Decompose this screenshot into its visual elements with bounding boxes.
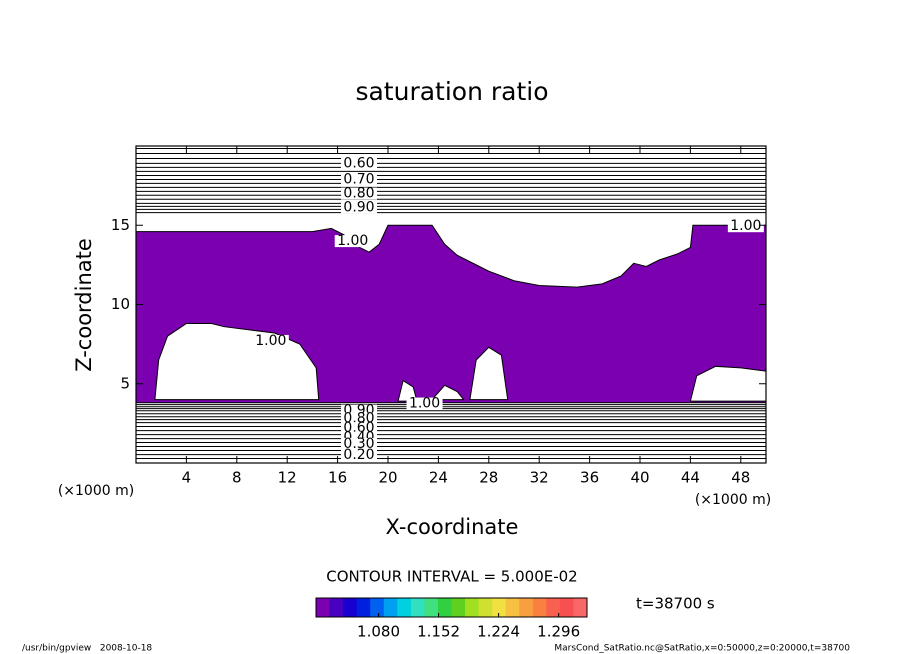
colorbar-cell (573, 598, 588, 617)
colorbar-tick-label: 1.080 (357, 623, 400, 641)
chart-title: saturation ratio (355, 77, 548, 106)
contour-label: 1.00 (337, 233, 368, 249)
contour-label-bg (406, 397, 443, 410)
footer-right: MarsCond_SatRatio.nc@SatRatio,x=0:50000,… (554, 644, 850, 654)
contour-label-bg (341, 157, 378, 170)
colorbar-cell (356, 598, 371, 617)
colorbar-cell (316, 598, 331, 617)
colorbar-cell (546, 598, 561, 617)
y-tick-label: 10 (111, 295, 130, 313)
contour-label-bg (341, 422, 378, 435)
colorbar-cell (478, 598, 493, 617)
contour-label: 0.30 (343, 436, 374, 452)
contour-label: 0.80 (343, 186, 374, 202)
colorbar-cell (465, 598, 480, 617)
x-tick-label: 8 (232, 469, 242, 487)
colorbar-frame (315, 597, 588, 618)
colorbar-cell (519, 598, 534, 617)
contour-label: 1.00 (255, 333, 286, 349)
x-tick-label: 20 (378, 469, 397, 487)
x-tick-label: 48 (731, 469, 750, 487)
footer-left: /usr/bin/gpview 2008-10-18 (22, 644, 152, 654)
contour-label: 0.60 (343, 155, 374, 171)
x-tick-label: 12 (278, 469, 297, 487)
colorbar-cell (343, 598, 358, 617)
colorbar-cell (329, 598, 344, 617)
x-tick-label: 28 (479, 469, 498, 487)
colorbar-cell (532, 598, 547, 617)
contour-label: 1.00 (409, 396, 440, 412)
colorbar-cell (410, 598, 425, 617)
contour-label-bg (341, 201, 378, 214)
contour-label-bg (252, 334, 289, 347)
contour-label: 0.20 (343, 447, 374, 463)
x-unit: (×1000 m) (695, 492, 771, 508)
y-tick-label: 5 (120, 374, 130, 392)
contour-interval: CONTOUR INTERVAL = 5.000E-02 (326, 568, 577, 586)
contour-label: 1.00 (730, 218, 761, 234)
x-tick-label: 36 (580, 469, 599, 487)
unfilled-region (469, 346, 509, 401)
colorbar-cell (505, 598, 520, 617)
contour-label-bg (341, 173, 378, 186)
colorbar-tick-label: 1.152 (417, 623, 460, 641)
contour-label: 0.70 (343, 171, 374, 187)
x-tick-label: 44 (681, 469, 700, 487)
x-tick-label: 4 (182, 469, 192, 487)
x-tick-label: 24 (429, 469, 448, 487)
colorbar-cell (383, 598, 398, 617)
time-label: t=38700 s (636, 595, 715, 613)
contour-label-bg (341, 187, 378, 200)
colorbar-cell (492, 598, 507, 617)
y-axis-label: Z-coordinate (72, 238, 96, 372)
y-unit: (×1000 m) (58, 483, 134, 499)
colorbar-cell (424, 598, 439, 617)
colorbar-cell (437, 598, 452, 617)
x-tick-label: 32 (530, 469, 549, 487)
contour-label: 0.90 (343, 199, 374, 215)
colorbar-cell (397, 598, 412, 617)
unfilled-region (430, 384, 465, 401)
x-tick-label: 16 (328, 469, 347, 487)
colorbar-tick-label: 1.296 (537, 623, 580, 641)
contour-label-bg (341, 437, 378, 450)
x-axis-label: X-coordinate (386, 515, 519, 539)
contour-label-bg (341, 449, 378, 462)
x-tick-label: 40 (630, 469, 649, 487)
colorbar-cell (559, 598, 574, 617)
y-tick-label: 15 (111, 216, 130, 234)
colorbar-cell (370, 598, 385, 617)
colorbar-tick-label: 1.224 (477, 623, 520, 641)
contour-label-bg (334, 235, 371, 248)
contour-label-bg (727, 220, 764, 233)
colorbar-cell (451, 598, 466, 617)
contour-label-bg (341, 412, 378, 425)
